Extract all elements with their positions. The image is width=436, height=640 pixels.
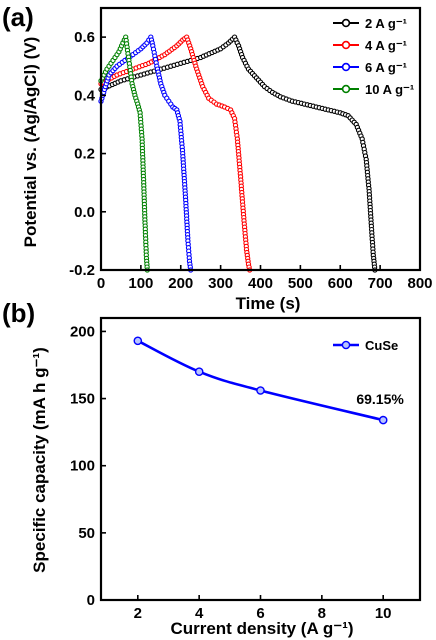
- panel-a-y-axis-label: Potential vs. (Ag/AgCl) (V): [21, 37, 40, 248]
- panel-a-y-tick-label: 0.4: [74, 87, 96, 104]
- panel-a-x-ticks: 0 100 200 300 400 500 600 700 800: [97, 265, 433, 292]
- panel-a-chart: (a) 0 100 200 300 400 500 600 700 800 -0.2 0.0 0.2…: [2, 2, 433, 313]
- panel-b-y-tick-label: 150: [70, 391, 95, 408]
- panel-a-x-tick-label: 500: [288, 275, 313, 292]
- legend-marker-2-a-g: [341, 18, 351, 28]
- series-10-a-g: [98, 34, 150, 273]
- panel-b-y-tick-label: 100: [70, 458, 95, 475]
- panel-a-series-group: [98, 34, 378, 273]
- panel-b-x-tick-label: 6: [256, 605, 264, 622]
- panel-a-y-tick-label: -0.2: [69, 262, 95, 279]
- panel-a-y-tick-label: 0.0: [74, 204, 95, 221]
- legend-label-6-a-g: 6 A g⁻¹: [365, 60, 407, 75]
- panel-b-y-tick-label: 200: [70, 323, 95, 340]
- series-4-a-g: [98, 34, 253, 273]
- panel-a-x-tick-label: 0: [97, 275, 105, 292]
- data-point: [133, 336, 143, 346]
- panel-b-x-tick-label: 2: [134, 605, 142, 622]
- legend-marker-10-a-g: [341, 84, 351, 94]
- panel-a-x-tick-label: 400: [248, 275, 273, 292]
- panel-b-y-axis-label: Specific capacity (mA h g⁻¹): [30, 347, 49, 573]
- panel-a-x-tick-label: 200: [168, 275, 193, 292]
- series-6-a-g: [98, 34, 194, 273]
- panel-b-plot-frame: [99, 316, 422, 602]
- panel-b-x-ticks: 2 4 6 8 10: [134, 595, 392, 622]
- legend-marker-6-a-g: [341, 62, 351, 72]
- panel-b-y-ticks: 0 50 100 150 200: [70, 323, 106, 609]
- legend-label-2-a-g: 2 A g⁻¹: [365, 16, 407, 31]
- panel-b-x-axis-label: Current density (A g⁻¹): [170, 619, 353, 638]
- panel-a-y-ticks: -0.2 0.0 0.2 0.4 0.6: [69, 29, 106, 279]
- data-point: [378, 415, 388, 425]
- panel-a-legend: 2 A g⁻¹ 4 A g⁻¹ 6 A g⁻¹ 10 A g⁻¹: [333, 16, 414, 97]
- legend-marker-4-a-g: [341, 40, 351, 50]
- series-line-cuse: [137, 339, 384, 422]
- panel-b-x-tick-label: 4: [195, 605, 204, 622]
- legend-marker-cuse: [341, 340, 351, 350]
- data-point: [256, 386, 265, 395]
- series-cuse: [133, 336, 388, 425]
- series-2-a-g: [98, 34, 378, 273]
- panel-b-chart: (b) 2 4 6 8 10 0 50 100 150 200 Current density …: [2, 298, 422, 638]
- panel-b-label: (b): [2, 298, 35, 328]
- legend-label-10-a-g: 10 A g⁻¹: [365, 82, 414, 97]
- panel-b-series-group: [133, 336, 388, 425]
- panel-a-x-tick-label: 800: [407, 275, 432, 292]
- panel-b-y-tick-label: 0: [87, 592, 95, 609]
- legend-label-4-a-g: 4 A g⁻¹: [365, 38, 407, 53]
- panel-a-label: (a): [2, 2, 34, 32]
- legend-label-cuse: CuSe: [365, 338, 398, 353]
- panel-a-x-tick-label: 300: [208, 275, 233, 292]
- panel-a-x-tick-label: 100: [128, 275, 153, 292]
- panel-a-x-tick-label: 700: [368, 275, 393, 292]
- panel-a-x-axis-label: Time (s): [236, 294, 301, 313]
- panel-a-y-tick-label: 0.2: [74, 146, 95, 163]
- panel-b-legend: CuSe: [333, 338, 398, 353]
- panel-b-x-tick-label: 8: [318, 605, 326, 622]
- panel-a-x-tick-label: 600: [328, 275, 353, 292]
- panel-b-y-tick-label: 50: [78, 525, 95, 542]
- panel-b-x-tick-label: 10: [375, 605, 392, 622]
- data-point: [194, 367, 204, 377]
- panel-b-retention-annotation: 69.15%: [356, 391, 404, 407]
- panel-a-y-tick-label: 0.6: [74, 29, 95, 46]
